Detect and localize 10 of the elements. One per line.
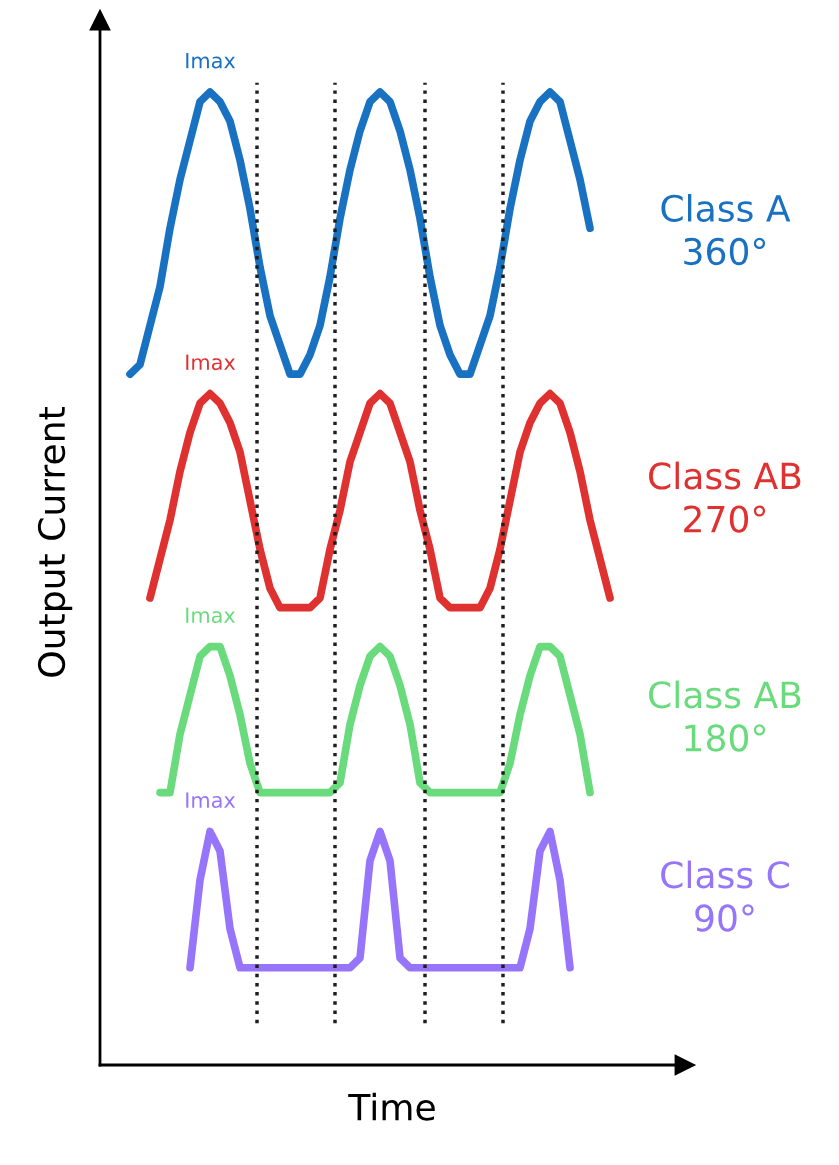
y-axis-title: Output Current: [37, 407, 73, 677]
text: Imax: [186, 53, 236, 69]
text: Class C 90°: [661, 860, 789, 932]
annotation: Imax: [186, 792, 236, 808]
annotation: Imax: [186, 607, 236, 624]
series-label: Class AB 270°: [649, 461, 801, 533]
annotation: Imax: [186, 354, 236, 371]
x-axis-title: Time: [348, 1092, 435, 1121]
series-label: Class A 360°: [661, 194, 791, 266]
series-label: Class AB 180°: [649, 680, 801, 752]
